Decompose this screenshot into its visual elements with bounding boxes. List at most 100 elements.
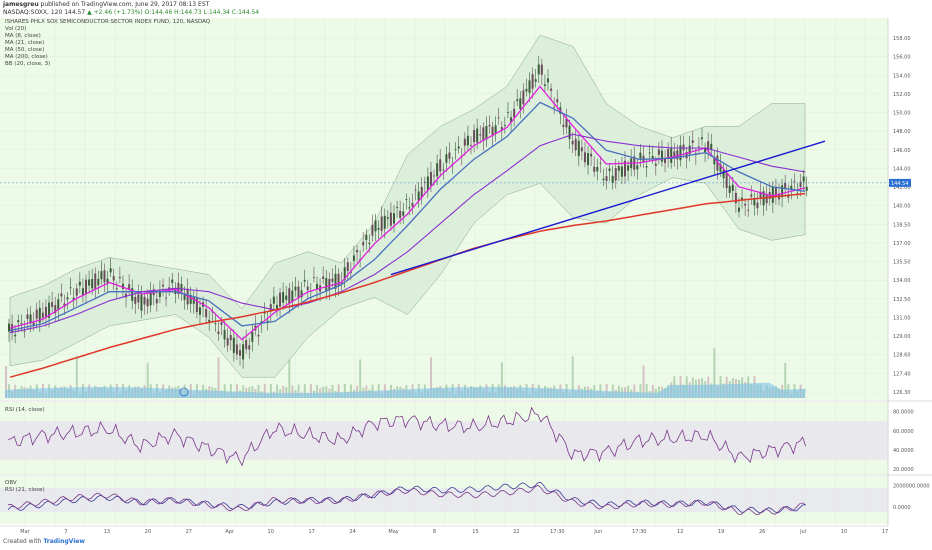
price-tick-label: 129.00 <box>893 334 911 340</box>
volume-bar <box>571 356 574 398</box>
candle-body <box>722 170 725 179</box>
candle-body <box>734 192 737 204</box>
candle-body <box>759 191 762 198</box>
candle-body <box>275 304 278 309</box>
time-tick-label: 17:30 <box>632 529 646 535</box>
published-text: published on TradingView.com, June 29, 2… <box>40 1 210 8</box>
candle-body <box>565 118 568 128</box>
candle-body <box>442 169 445 171</box>
rsi-tick-label: 80.0000 <box>893 410 914 416</box>
price-tick-label: 156.00 <box>893 55 911 61</box>
publisher-line: jamesgreu published on TradingView.com, … <box>3 1 209 8</box>
candle-body <box>316 283 318 290</box>
volume-bar <box>337 384 340 398</box>
symbol: NASDAQ:SOXX, 120 144.57 <box>3 9 86 16</box>
legend-item[interactable]: BB (20, close, 3) <box>5 61 51 67</box>
candle-body <box>664 157 667 164</box>
candle-body <box>580 147 583 152</box>
candle-body <box>439 159 442 172</box>
candle-body <box>657 149 660 155</box>
candle-body <box>685 152 688 159</box>
legend-item[interactable]: Vol (20) <box>5 26 27 32</box>
candle-body <box>78 281 81 286</box>
candle-body <box>707 141 710 151</box>
candle-body <box>11 324 14 333</box>
rsi-tick-label: 40.0000 <box>893 448 914 454</box>
candle-body <box>128 284 131 290</box>
candle-body <box>368 242 371 245</box>
volume-bar <box>316 385 319 398</box>
candle-body <box>44 306 47 318</box>
candle-body <box>100 271 103 280</box>
candle-body <box>260 321 263 323</box>
candle-body <box>48 302 51 318</box>
candle-body <box>719 164 722 172</box>
volume-bar <box>5 366 7 398</box>
candle-body <box>165 297 168 299</box>
volume-bar <box>500 362 503 398</box>
candle-body <box>756 202 759 209</box>
candle-body <box>676 150 679 160</box>
volume-bar <box>217 357 220 398</box>
legend-item[interactable]: ISHARES PHLX SOX SEMICONDUCTOR SECTOR IN… <box>5 19 211 25</box>
price-tick-label: 138.50 <box>893 222 911 228</box>
candle-body <box>513 108 516 118</box>
candle-body <box>362 242 365 246</box>
candle-body <box>710 143 713 150</box>
legend-item[interactable]: MA (8, close) <box>5 33 41 39</box>
rsi-tick-label: 60.0000 <box>893 429 914 435</box>
candle-body <box>35 309 38 319</box>
price-tick-label: 134.00 <box>893 278 911 284</box>
legend-item[interactable]: MA (200, close) <box>5 54 48 60</box>
candle-body <box>208 319 211 324</box>
candle-body <box>781 185 784 198</box>
change: ▲ +2.46 (+1.73%) <box>87 9 143 16</box>
candle-body <box>158 290 161 297</box>
candle-body <box>599 162 602 164</box>
candle-body <box>91 279 94 289</box>
obv-legend: OBV RSI (21, close) <box>5 480 45 494</box>
price-tick-label: 126.30 <box>893 390 911 396</box>
candle-body <box>654 163 657 166</box>
candle-body <box>577 140 580 157</box>
volume-bar <box>146 362 149 398</box>
candle-body <box>682 144 685 151</box>
candle-body <box>121 283 124 289</box>
candle-body <box>88 279 91 286</box>
legend-item[interactable]: MA (21, close) <box>5 40 45 46</box>
candle-body <box>81 288 84 296</box>
volume-bar <box>269 384 272 398</box>
volume-bar <box>223 384 226 398</box>
candle-body <box>593 166 596 172</box>
time-tick-label: 15 <box>472 529 478 535</box>
candle-body <box>679 145 682 161</box>
obv-line <box>7 481 806 514</box>
candle-body <box>325 278 328 291</box>
tradingview-logo[interactable]: TradingView <box>43 538 85 545</box>
time-tick-label: 20 <box>145 529 151 535</box>
volume-bar <box>229 384 232 398</box>
candle-body <box>69 287 72 289</box>
price-tick-label: 127.40 <box>893 371 911 377</box>
volume-bar <box>713 348 716 398</box>
candle-body <box>799 181 802 188</box>
candle-body <box>235 344 238 355</box>
candle-body <box>728 185 731 193</box>
time-tick-label: 26 <box>759 529 765 535</box>
candle-body <box>602 178 605 181</box>
candle-body <box>134 296 137 304</box>
candle-body <box>183 293 186 300</box>
candle-body <box>648 152 651 154</box>
candle-body <box>251 331 254 342</box>
candle-body <box>516 99 519 102</box>
candle-body <box>242 344 245 360</box>
candle-body <box>611 175 614 183</box>
ohlc: O:144.46 H:144.73 L:144.34 C:144.54 <box>144 9 260 16</box>
candle-body <box>645 166 648 168</box>
replay-icon <box>179 387 189 397</box>
candle-body <box>547 78 549 83</box>
time-tick-label: 17 <box>882 529 888 535</box>
author[interactable]: jamesgreu <box>3 1 39 8</box>
legend-item[interactable]: MA (50, close) <box>5 47 45 53</box>
candle-body <box>106 278 109 283</box>
